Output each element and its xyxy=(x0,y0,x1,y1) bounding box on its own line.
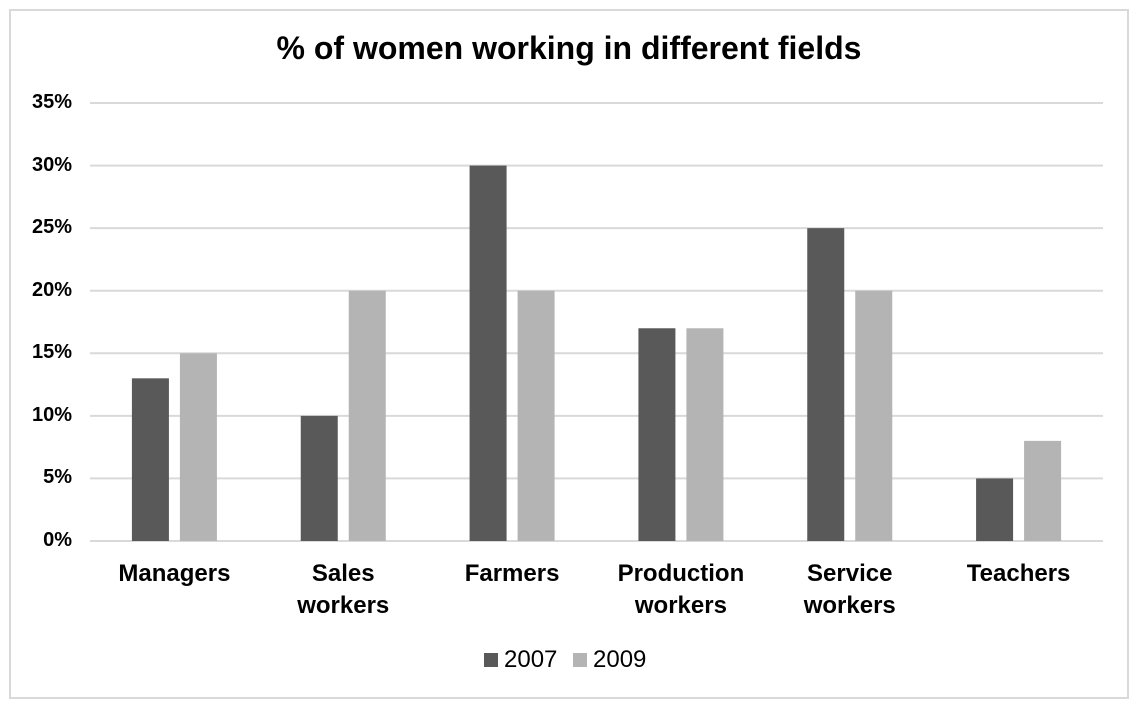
x-tick-label: Farmers xyxy=(464,560,560,587)
x-tick-label: Service workers xyxy=(803,560,896,619)
y-tick-label: 35% xyxy=(31,91,72,113)
y-tick-label: 15% xyxy=(31,341,72,364)
bar xyxy=(686,328,724,541)
bar xyxy=(179,353,217,541)
x-tick-label: Teachers xyxy=(966,560,1071,587)
bar xyxy=(807,228,845,541)
bar xyxy=(348,290,386,541)
bar xyxy=(300,415,338,541)
y-tick-label: 10% xyxy=(31,403,72,426)
bar xyxy=(469,165,507,542)
legend-swatch xyxy=(573,653,587,667)
legend-label: 2007 xyxy=(504,646,558,673)
legend-swatch xyxy=(484,653,498,667)
y-tick-label: 5% xyxy=(43,466,72,489)
x-tick-label: Production workers xyxy=(617,560,745,619)
bar xyxy=(131,378,169,541)
x-tick-label: Managers xyxy=(118,560,231,587)
bar xyxy=(1024,440,1062,541)
x-tick-label: Sales workers xyxy=(297,560,390,619)
y-tick-label: 25% xyxy=(31,216,72,239)
bar xyxy=(976,478,1014,541)
bar xyxy=(638,328,676,541)
y-tick-label: 30% xyxy=(31,153,72,176)
bar xyxy=(855,290,893,541)
y-tick-label: 0% xyxy=(43,529,72,551)
legend-label: 2009 xyxy=(593,646,647,673)
chart-title: % of women working in different fields xyxy=(276,30,862,66)
y-tick-label: 20% xyxy=(31,278,72,301)
bar xyxy=(517,290,555,541)
